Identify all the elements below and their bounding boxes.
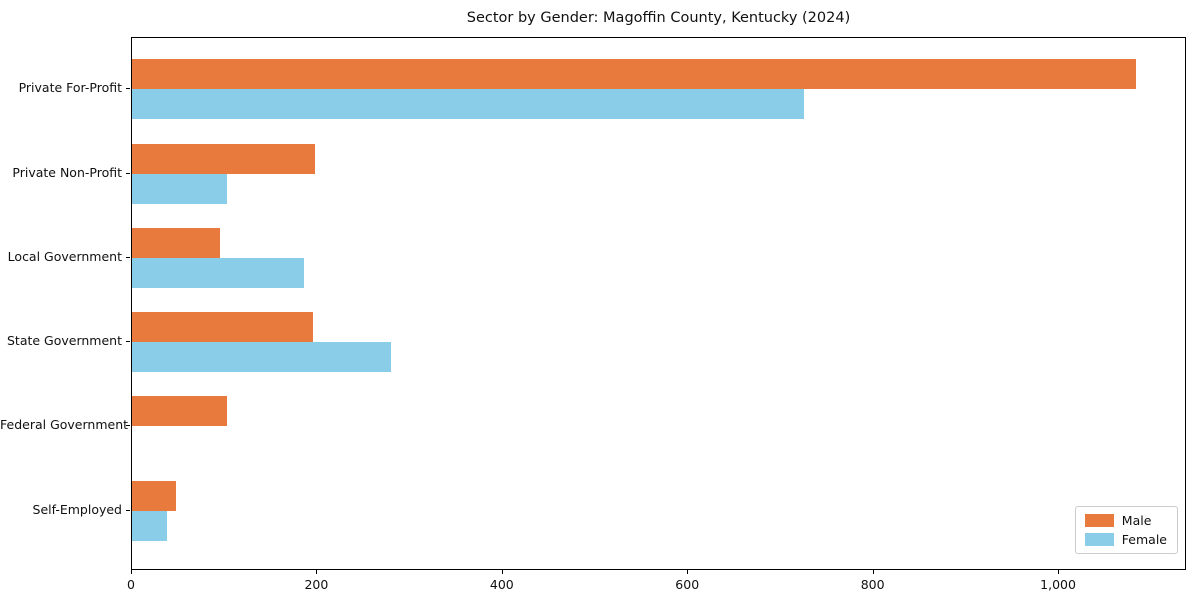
legend-label-male: Male bbox=[1121, 513, 1152, 528]
ytick-mark-state-government bbox=[126, 341, 130, 343]
bar-male-self-employed bbox=[132, 480, 176, 511]
xtick-label-1000: 1,000 bbox=[1040, 577, 1076, 592]
legend: Male Female bbox=[1074, 506, 1178, 554]
legend-label-female: Female bbox=[1121, 532, 1167, 547]
xtick-mark-800 bbox=[872, 570, 874, 574]
bar-female-private-non-profit bbox=[132, 173, 227, 204]
xtick-label-800: 800 bbox=[860, 577, 885, 592]
legend-row-male: Male bbox=[1084, 513, 1167, 528]
ytick-label-private-for-profit: Private For-Profit bbox=[18, 80, 122, 96]
bar-male-federal-government bbox=[132, 396, 227, 427]
chart-title: Sector by Gender: Magoffin County, Kentu… bbox=[466, 10, 851, 26]
xtick-label-200: 200 bbox=[304, 577, 329, 592]
ytick-mark-private-for-profit bbox=[126, 88, 130, 90]
bar-female-self-employed bbox=[132, 510, 167, 541]
bar-male-private-non-profit bbox=[132, 143, 315, 174]
plot-area: Male Female bbox=[131, 37, 1186, 570]
xtick-mark-600 bbox=[687, 570, 689, 574]
ytick-label-local-government: Local Government bbox=[7, 248, 122, 264]
xtick-mark-1000 bbox=[1058, 570, 1060, 574]
bar-female-local-government bbox=[132, 257, 304, 288]
bar-male-private-for-profit bbox=[132, 59, 1136, 90]
ytick-label-private-non-profit: Private Non-Profit bbox=[12, 164, 122, 180]
bar-female-private-for-profit bbox=[132, 89, 804, 120]
xtick-label-600: 600 bbox=[675, 577, 700, 592]
ytick-label-self-employed: Self-Employed bbox=[32, 501, 122, 517]
bar-male-local-government bbox=[132, 227, 220, 258]
xtick-mark-200 bbox=[316, 570, 318, 574]
bar-female-state-government bbox=[132, 342, 391, 373]
ytick-mark-self-employed bbox=[126, 509, 130, 511]
ytick-label-state-government: State Government bbox=[6, 333, 122, 349]
ytick-label-federal-government: Federal Government bbox=[0, 417, 129, 433]
ytick-mark-federal-government bbox=[126, 425, 130, 427]
ytick-mark-local-government bbox=[126, 256, 130, 258]
xtick-mark-0 bbox=[131, 570, 132, 574]
xtick-label-400: 400 bbox=[489, 577, 514, 592]
legend-row-female: Female bbox=[1084, 532, 1167, 547]
ytick-mark-private-non-profit bbox=[126, 172, 130, 174]
legend-swatch-female bbox=[1084, 533, 1114, 546]
xtick-mark-400 bbox=[501, 570, 503, 574]
legend-swatch-male bbox=[1084, 514, 1114, 527]
xtick-label-0: 0 bbox=[127, 577, 135, 592]
bar-male-state-government bbox=[132, 312, 313, 343]
